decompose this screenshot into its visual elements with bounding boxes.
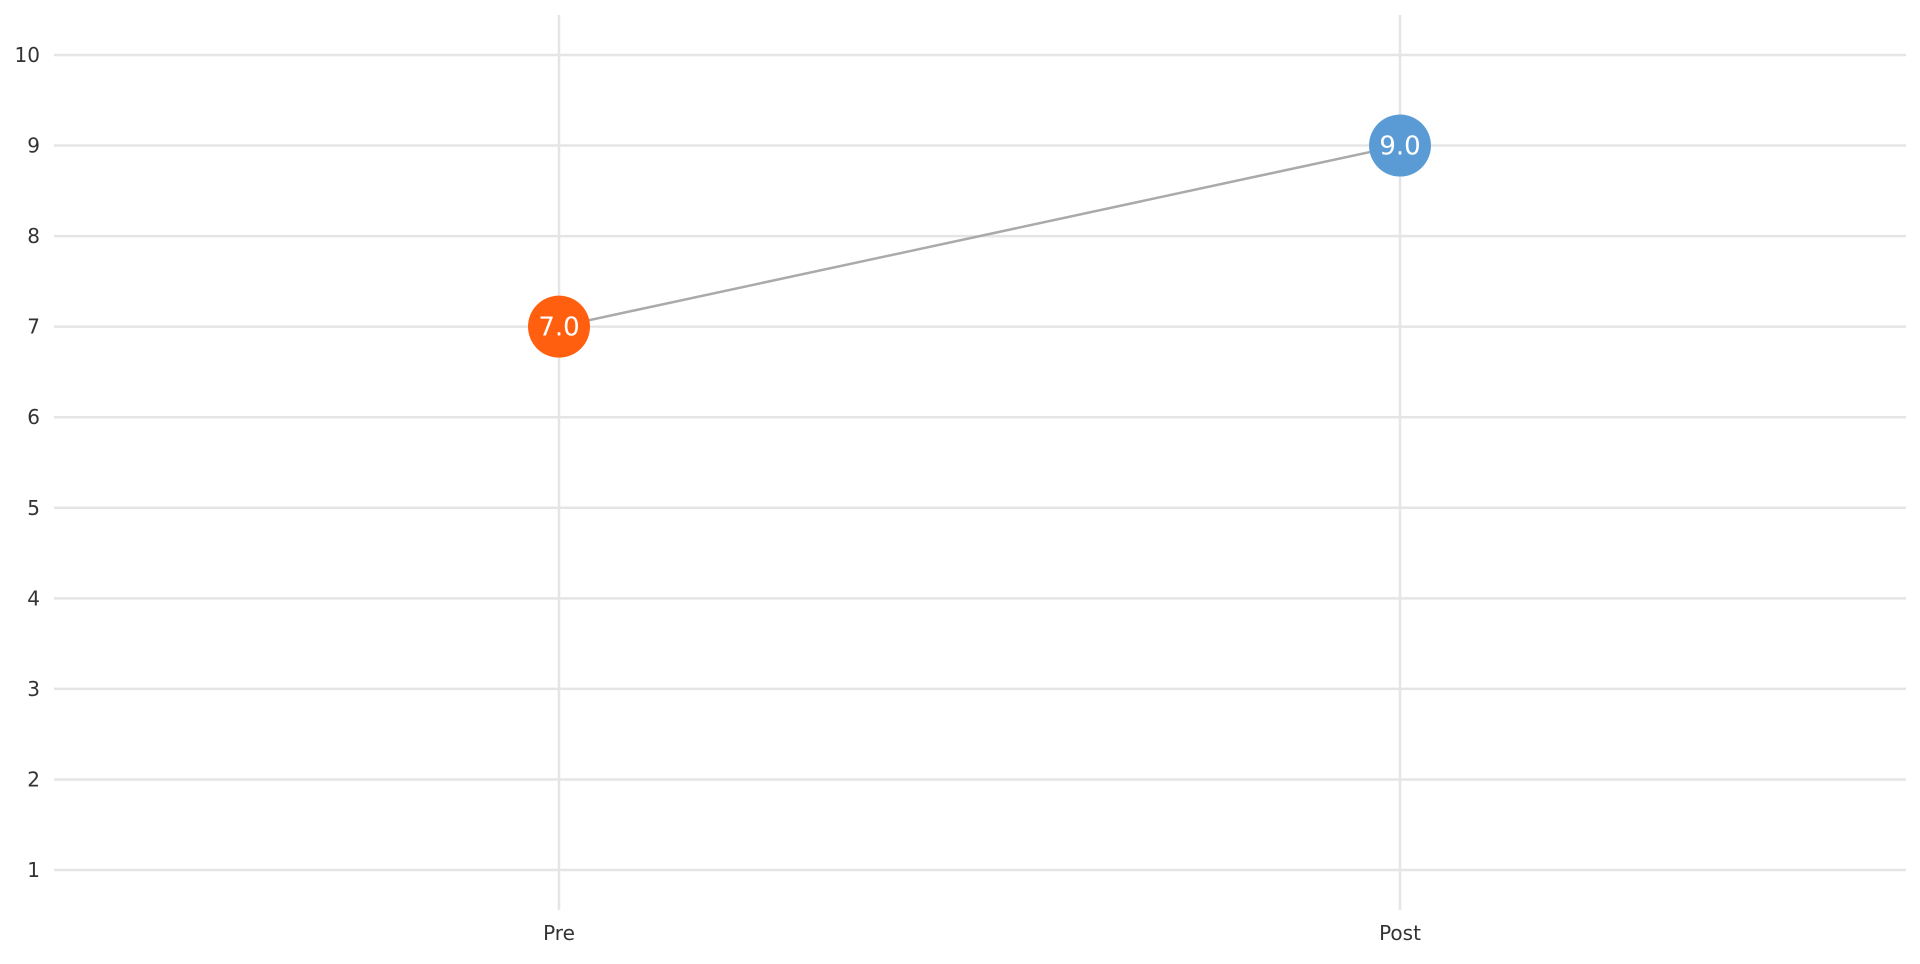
data-label-post: 9.0 <box>1379 132 1420 162</box>
connector-line <box>558 144 1401 328</box>
y-tick-label: 2 <box>27 767 40 791</box>
y-axis-ticks: 1 2 3 4 5 6 7 8 9 10 <box>15 43 40 882</box>
y-tick-label: 5 <box>27 496 40 520</box>
y-tick-label: 1 <box>27 858 40 882</box>
y-tick-label: 10 <box>15 43 40 67</box>
x-axis-ticks: Pre Post <box>543 921 1421 945</box>
connector-layer <box>558 144 1401 328</box>
y-tick-label: 3 <box>27 677 40 701</box>
data-point-post <box>1369 114 1431 177</box>
x-tick-label: Pre <box>543 921 575 945</box>
x-tick-label: Post <box>1379 921 1421 945</box>
y-tick-label: 4 <box>27 586 40 610</box>
y-tick-label: 7 <box>27 315 40 339</box>
y-tick-label: 9 <box>27 134 40 158</box>
y-tick-label: 8 <box>27 224 40 248</box>
grid-layer <box>54 15 1906 910</box>
data-point-pre <box>528 295 590 358</box>
y-tick-label: 6 <box>27 405 40 429</box>
point-layer: 7.0 9.0 <box>528 114 1431 358</box>
data-label-pre: 7.0 <box>538 313 579 343</box>
